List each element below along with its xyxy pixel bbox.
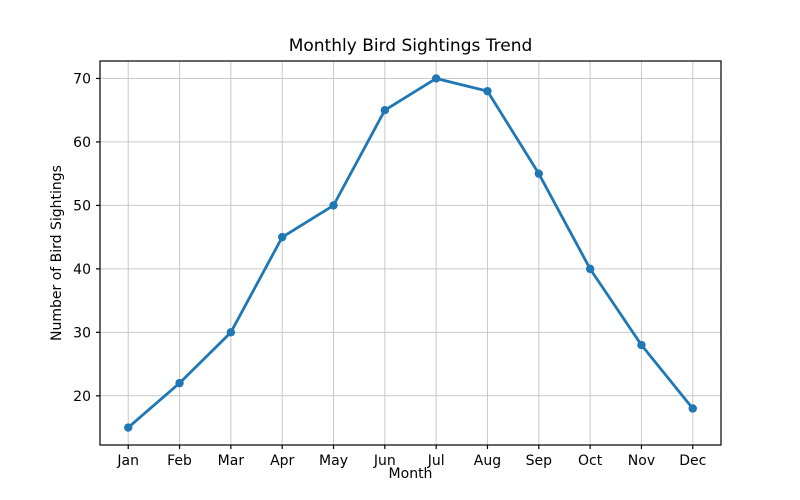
x-tick-label: Sep: [526, 453, 553, 469]
data-point-aug: [483, 86, 492, 96]
y-tick-label: 20: [73, 389, 91, 405]
data-point-may: [329, 201, 338, 210]
y-tick-label: 50: [73, 198, 91, 214]
data-point-jul: [431, 74, 441, 83]
data-point-nov: [637, 340, 646, 350]
axes-spines: [99, 60, 722, 446]
x-tick-label: Jun: [373, 453, 396, 469]
data-point-apr: [277, 232, 287, 242]
x-tick-label: Nov: [628, 453, 655, 469]
x-tick-label: Apr: [270, 453, 294, 469]
y-tick-label: 30: [73, 325, 91, 341]
y-tick-label: 60: [73, 135, 91, 151]
x-tick-label: Jan: [116, 453, 139, 469]
y-tick-label: 70: [73, 71, 91, 87]
x-tick-label: Jul: [427, 453, 445, 469]
x-tick-label: Feb: [167, 453, 192, 469]
data-point-jan: [124, 423, 133, 432]
data-point-jun: [380, 105, 390, 115]
chart-title: Monthly Bird Sightings Trend: [288, 36, 533, 56]
x-tick-label: May: [319, 453, 348, 469]
data-point-sep: [534, 169, 544, 178]
y-tick-label: 40: [73, 262, 91, 278]
data-point-feb: [175, 378, 184, 388]
x-tick-label: Aug: [474, 453, 501, 469]
x-tick-label: Mar: [218, 453, 245, 469]
data-point-oct: [585, 264, 595, 274]
trend-line: [126, 77, 695, 429]
data-point-mar: [226, 328, 236, 337]
x-tick-label: Dec: [679, 453, 706, 469]
x-axis-label: Month: [388, 466, 433, 482]
x-tick-label: Oct: [578, 453, 603, 469]
data-point-dec: [688, 404, 697, 413]
